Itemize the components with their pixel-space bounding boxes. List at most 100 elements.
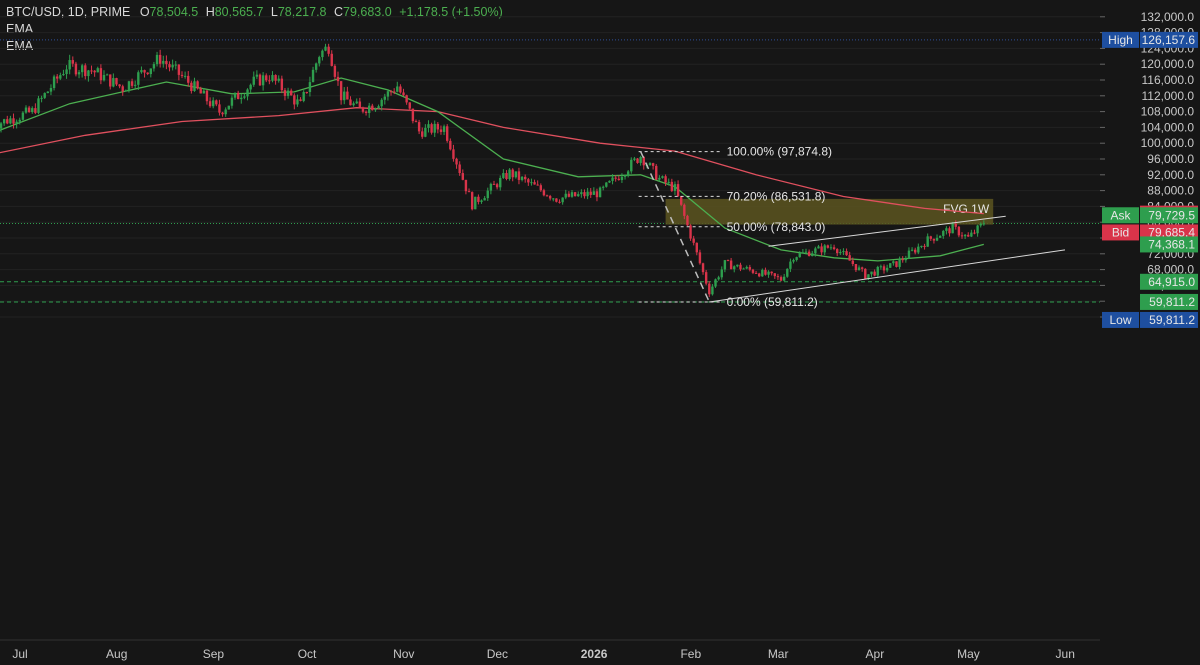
time-tick-label: Mar (768, 647, 789, 661)
price-tick-label: 92,000.0 (1147, 168, 1194, 182)
candle-body (982, 223, 986, 225)
candle-body (595, 191, 599, 198)
candle-body (726, 260, 730, 262)
price-badge-tag: Ask (1110, 208, 1131, 222)
fib-trend-line[interactable] (639, 151, 710, 303)
candle-body (196, 81, 199, 89)
candle-body (59, 75, 62, 79)
fib-level-label: 100.00% (97,874.8) (727, 145, 832, 159)
price-badge-value: 79,685.4 (1148, 225, 1195, 239)
candle-body (945, 228, 948, 231)
ema-slow-line (0, 107, 984, 215)
candle-body (967, 234, 970, 237)
price-tick-label: 120,000.0 (1141, 57, 1195, 71)
candle-body (233, 92, 237, 98)
indicator-ema-slow-label[interactable]: EMA (6, 39, 34, 53)
candle-body (620, 176, 624, 181)
drawings[interactable]: 100.00% (97,874.8) 70.20% (86,531.8) 50.00… (638, 145, 1066, 309)
candle-body (686, 215, 689, 226)
candle-body (152, 64, 156, 69)
price-badge-bg (1140, 31, 1198, 48)
price-badge-value: 126,157.6 (1142, 33, 1196, 47)
price-badge: Ask 79,729.5 (1102, 207, 1198, 224)
candle-body (280, 78, 284, 91)
candle-body (318, 57, 321, 64)
candle-body (12, 118, 15, 124)
candle-body (720, 269, 723, 278)
candle-body (339, 81, 343, 101)
candle-body (558, 201, 561, 203)
candle-body (77, 72, 81, 75)
candle-body (548, 196, 552, 199)
candle-body (124, 90, 128, 92)
candle-body (689, 225, 692, 239)
candle-body (770, 271, 773, 274)
candle-body (776, 276, 780, 278)
candle-body (218, 104, 221, 113)
time-axis[interactable]: Jul Aug Sep Oct Nov Dec 2026 Feb Mar Apr May Jun (0, 639, 1100, 661)
candle-body (377, 106, 380, 109)
candle-body (221, 112, 224, 115)
price-axis-bg (1100, 0, 1200, 665)
candle-body (65, 69, 68, 75)
price-badges: High126,157.682,165.4Ask79,729.5Bid79,68… (1102, 31, 1198, 328)
candle-body (804, 251, 808, 253)
candle-body (545, 195, 549, 197)
channel-lower-line[interactable] (709, 249, 1066, 303)
symbol-label[interactable]: BTC/USD, 1D, PRIME (6, 5, 131, 19)
price-badge-value: 59,811.2 (1149, 313, 1195, 327)
candle-body (524, 176, 527, 180)
price-badge-value: 59,811.2 (1149, 295, 1195, 309)
price-tick-label: 108,000.0 (1141, 105, 1195, 119)
candle-body (758, 273, 761, 277)
candle-body (648, 163, 652, 166)
candle-body (190, 82, 193, 92)
candle-body (84, 65, 87, 77)
fvg-zone[interactable]: FVG 1W (665, 198, 994, 225)
candle-body (676, 184, 680, 197)
candle-body (739, 264, 742, 270)
candle-body (314, 63, 318, 70)
candle-body (0, 123, 3, 129)
candle-body (495, 184, 499, 188)
candle-body (892, 261, 895, 264)
candle-body (127, 81, 131, 91)
candle-body (973, 232, 976, 234)
candle-body (860, 267, 864, 269)
candle-body (938, 235, 942, 238)
candle-body (52, 76, 56, 89)
candle-body (914, 249, 917, 253)
time-tick-label: Feb (680, 647, 701, 661)
time-tick-label: Jul (12, 647, 27, 661)
candle-body (636, 158, 639, 163)
open-key: O (139, 5, 150, 19)
candle-body (779, 277, 783, 281)
candle-body (811, 253, 814, 257)
time-tick-label: Sep (203, 647, 225, 661)
fib-level-label: 50.00% (78,843.0) (727, 220, 826, 234)
candle-body (230, 97, 234, 106)
candle-body (542, 190, 546, 196)
channel-upper-line[interactable] (768, 215, 1006, 247)
price-badge: Bid 79,685.4 (1102, 224, 1198, 241)
candle-body (904, 258, 908, 261)
candle-body (845, 251, 848, 256)
candle-body (954, 223, 957, 227)
candle-body (907, 250, 911, 259)
low-value: 78,217.8 (277, 5, 327, 19)
candle-body (839, 252, 842, 254)
candle-body (274, 75, 277, 81)
candle-body (146, 72, 149, 75)
price-badge-tag-bg (1102, 311, 1139, 328)
price-tick-label: 88,000.0 (1147, 184, 1194, 198)
candle-body (293, 95, 296, 105)
candle-body (240, 97, 243, 100)
candle-body (963, 234, 967, 237)
price-axis[interactable]: 132,000.0128,000.0124,000.0120,000.0116,… (1100, 0, 1200, 665)
time-tick-label: Dec (487, 647, 508, 661)
candle-body (851, 260, 854, 265)
candle-body (109, 74, 112, 87)
price-badge-tag-bg (1102, 224, 1139, 241)
candle-body (311, 69, 315, 83)
